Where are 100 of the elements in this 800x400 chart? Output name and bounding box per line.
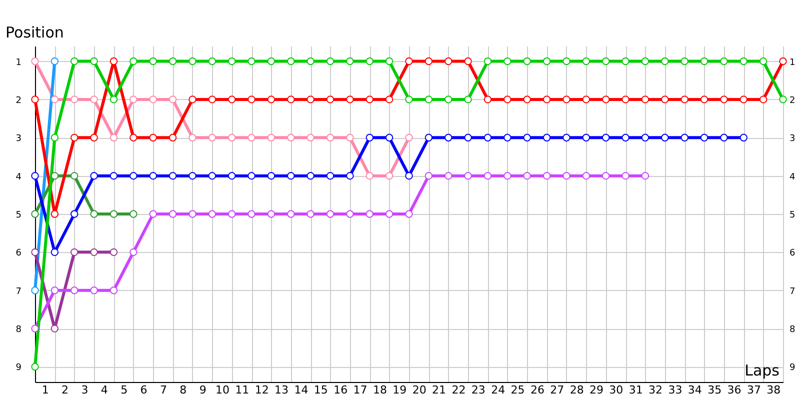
point xyxy=(287,57,295,66)
point xyxy=(90,172,98,180)
x-tick-label: 17 xyxy=(353,384,368,396)
x-tick-label: 10 xyxy=(216,384,230,396)
x-tick-label: 24 xyxy=(491,384,506,396)
point xyxy=(188,172,196,180)
point xyxy=(70,286,78,294)
y2-tick-label: 1 xyxy=(790,58,796,68)
point xyxy=(740,96,748,104)
point xyxy=(464,96,472,104)
y-axis-title: Position xyxy=(6,24,64,42)
point xyxy=(326,57,334,66)
point xyxy=(700,134,708,142)
x-tick-label: 29 xyxy=(590,384,604,396)
point xyxy=(464,134,472,142)
point xyxy=(542,57,551,66)
point xyxy=(562,134,570,142)
point xyxy=(90,286,98,294)
point xyxy=(680,57,688,66)
point xyxy=(582,172,590,180)
point xyxy=(31,324,39,332)
point xyxy=(267,172,276,180)
point xyxy=(168,57,177,66)
y-tick-label: 4 xyxy=(16,172,22,182)
point xyxy=(444,134,452,142)
point xyxy=(31,57,39,66)
x-tick-label: 20 xyxy=(412,384,426,396)
point xyxy=(602,172,610,180)
point xyxy=(70,248,78,256)
x-tick-label: 11 xyxy=(235,384,250,396)
point xyxy=(130,172,138,180)
point xyxy=(405,210,413,218)
x-tick-label: 21 xyxy=(432,384,446,396)
point xyxy=(622,96,630,104)
point xyxy=(504,134,512,142)
point xyxy=(661,57,669,66)
point xyxy=(602,134,610,142)
point xyxy=(306,210,314,218)
point xyxy=(700,57,708,66)
x-tick-label: 34 xyxy=(688,384,702,396)
point xyxy=(90,96,98,104)
point xyxy=(188,57,196,66)
point xyxy=(582,134,590,142)
point xyxy=(720,134,728,142)
point xyxy=(287,134,295,142)
point xyxy=(228,210,236,218)
point xyxy=(542,134,551,142)
point xyxy=(267,96,276,104)
point xyxy=(168,210,177,218)
point xyxy=(50,324,59,332)
point xyxy=(405,134,413,142)
x-tick-label: 36 xyxy=(727,384,742,396)
point xyxy=(110,96,118,104)
point xyxy=(641,134,650,142)
point xyxy=(405,57,413,66)
point xyxy=(130,96,138,104)
point xyxy=(248,57,256,66)
point xyxy=(31,172,39,180)
point xyxy=(424,134,433,142)
point xyxy=(188,210,196,218)
point xyxy=(641,96,650,104)
point xyxy=(248,134,256,142)
x-tick-label: 8 xyxy=(180,384,187,396)
y2-tick-label: 3 xyxy=(790,134,796,144)
x-tick-label: 23 xyxy=(471,384,486,396)
point xyxy=(130,210,138,218)
point xyxy=(523,134,531,142)
point xyxy=(602,96,610,104)
point xyxy=(720,96,728,104)
point xyxy=(641,57,650,66)
y-tick-label: 6 xyxy=(16,248,22,259)
y2-tick-label: 6 xyxy=(790,248,796,259)
point xyxy=(267,134,276,142)
point xyxy=(700,96,708,104)
x-tick-label: 12 xyxy=(254,384,269,396)
point xyxy=(405,172,413,180)
point xyxy=(208,134,216,142)
point xyxy=(188,96,196,104)
point xyxy=(385,172,394,180)
point xyxy=(267,210,276,218)
point xyxy=(287,210,295,218)
point xyxy=(405,96,413,104)
x-tick-label: 33 xyxy=(668,384,682,396)
x-tick-label: 25 xyxy=(510,384,525,396)
point xyxy=(168,134,177,142)
point xyxy=(779,57,787,66)
point xyxy=(622,57,630,66)
point xyxy=(680,96,688,104)
point xyxy=(622,134,630,142)
point xyxy=(326,96,334,104)
point xyxy=(582,57,590,66)
point xyxy=(582,96,590,104)
y-tick-label: 8 xyxy=(16,325,22,336)
point xyxy=(504,96,512,104)
point xyxy=(110,57,118,66)
point xyxy=(444,57,452,66)
point xyxy=(306,134,314,142)
point xyxy=(661,96,669,104)
y2-tick-label: 2 xyxy=(790,96,796,106)
y-tick-label: 1 xyxy=(16,58,22,68)
